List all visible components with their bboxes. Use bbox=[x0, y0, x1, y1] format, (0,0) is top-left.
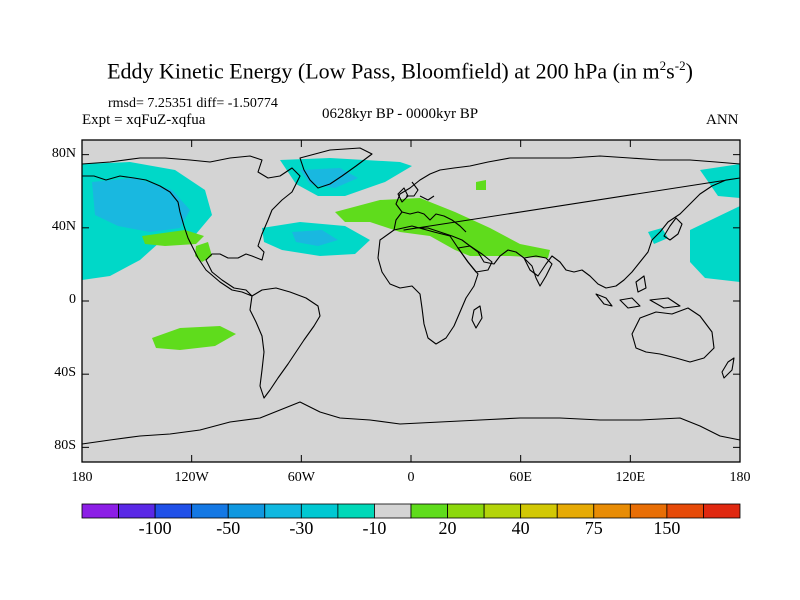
plot-title: Eddy Kinetic Energy (Low Pass, Bloomfiel… bbox=[107, 58, 693, 84]
anomaly-regions bbox=[82, 158, 740, 350]
colorbar-swatch bbox=[556, 503, 595, 519]
madagascar-coastline bbox=[471, 305, 483, 329]
caspian-green-patch bbox=[476, 180, 486, 190]
maritime-continent-coastline bbox=[595, 275, 681, 309]
lat-label: 0 bbox=[69, 292, 76, 307]
colorbar-swatch bbox=[154, 503, 193, 519]
lat-label: 80N bbox=[51, 145, 76, 161]
lon-label: 180 bbox=[71, 470, 93, 485]
east-pacific-green-region bbox=[142, 230, 204, 246]
north-america-coastline bbox=[81, 155, 301, 297]
new-zealand-coastline bbox=[721, 357, 735, 379]
colorbar-swatch bbox=[191, 503, 229, 519]
colorbar-label: -50 bbox=[216, 518, 241, 538]
arabia-coastline bbox=[457, 245, 493, 273]
japan-sea-cyan-patch bbox=[648, 228, 668, 244]
axis-ticks bbox=[81, 140, 741, 462]
coastlines bbox=[81, 147, 741, 445]
colorbar-label: -30 bbox=[289, 518, 314, 538]
colorbar-swatch bbox=[703, 503, 741, 519]
lat-label: 40N bbox=[51, 218, 76, 234]
statistics-label: rmsd= 7.25351 diff= -1.50774 bbox=[108, 96, 278, 111]
colorbar-swatch bbox=[81, 503, 119, 519]
lon-label: 120W bbox=[174, 470, 209, 485]
north-atlantic-blue-core bbox=[300, 168, 358, 188]
eurasia-coastline bbox=[393, 155, 741, 289]
colorbar-swatch bbox=[666, 503, 704, 519]
colorbar-swatch bbox=[264, 503, 302, 519]
japan-coastline bbox=[663, 217, 683, 241]
period-label: 0628kyr BP - 0000kyr BP bbox=[322, 106, 479, 122]
colorbar-swatch bbox=[593, 503, 631, 519]
australia-coastline bbox=[631, 307, 715, 363]
lon-label: 120E bbox=[615, 470, 646, 485]
colorbar-swatch bbox=[483, 503, 522, 519]
lon-label: 0 bbox=[407, 470, 415, 485]
western-atlantic-blue-core bbox=[292, 230, 338, 246]
colorbar-swatch bbox=[227, 503, 266, 519]
colorbar-swatch bbox=[629, 503, 668, 519]
season-label: ANN bbox=[706, 112, 739, 128]
gulf-green-patch bbox=[195, 242, 212, 262]
experiment-label: Expt = xqFuZ-xqfua bbox=[82, 112, 206, 128]
colorbar-swatch bbox=[410, 503, 448, 519]
lat-label: 80S bbox=[54, 438, 76, 454]
mediterranean-green-region bbox=[335, 198, 550, 258]
colorbar-label: -10 bbox=[362, 518, 387, 538]
northwest-pacific-cyan-region bbox=[690, 206, 740, 282]
colorbar-label: 150 bbox=[653, 518, 681, 538]
north-pacific-blue-core bbox=[92, 178, 190, 232]
south-pacific-green-region bbox=[152, 326, 236, 350]
antarctica-coastline bbox=[81, 401, 741, 445]
lat-label: 40S bbox=[54, 365, 76, 381]
africa-coastline bbox=[377, 225, 479, 345]
colorbar-label: 75 bbox=[584, 518, 603, 538]
lon-label: 60W bbox=[287, 470, 315, 485]
colorbar-swatch bbox=[447, 503, 485, 519]
colorbar-swatch bbox=[374, 503, 412, 519]
british-isles-coastline bbox=[397, 187, 409, 203]
colorbar-swatch bbox=[300, 503, 339, 519]
colorbar-label: 20 bbox=[438, 518, 457, 538]
europe-coastline bbox=[401, 181, 467, 233]
lon-label: 180 bbox=[729, 470, 751, 485]
colorbar-label: 40 bbox=[511, 518, 530, 538]
colorbar-label: -100 bbox=[138, 518, 172, 538]
india-coastline bbox=[523, 255, 553, 287]
lon-label: 60E bbox=[509, 470, 532, 485]
colorbar-swatch bbox=[520, 503, 558, 519]
colorbar-swatch bbox=[337, 503, 375, 519]
colorbar bbox=[81, 503, 741, 519]
south-america-coastline bbox=[249, 287, 321, 399]
colorbar-swatch bbox=[118, 503, 156, 519]
greenland-coastline bbox=[299, 147, 373, 189]
